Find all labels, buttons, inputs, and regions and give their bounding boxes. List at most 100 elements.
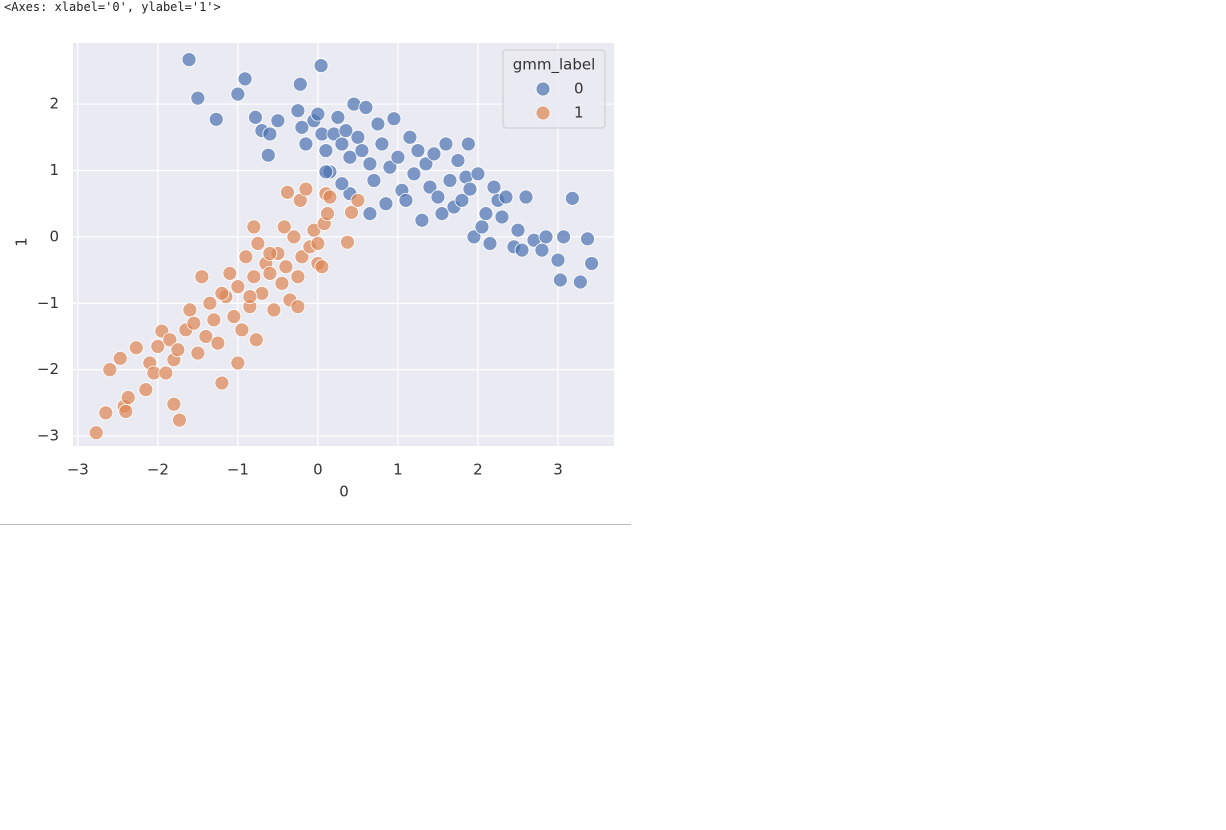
point [572, 274, 588, 290]
point [292, 76, 308, 92]
point [286, 229, 302, 245]
point [202, 295, 218, 311]
point [374, 136, 390, 152]
point [350, 129, 366, 145]
point [334, 176, 350, 192]
x-tick-label: −3 [67, 461, 89, 479]
point [314, 259, 330, 275]
point [556, 229, 571, 245]
point [290, 299, 306, 314]
y-tick-label: −2 [37, 360, 59, 378]
point [186, 315, 202, 331]
point [112, 350, 128, 366]
point [320, 206, 335, 222]
point [390, 149, 406, 165]
point [238, 249, 254, 265]
point [550, 252, 566, 268]
point [276, 219, 292, 235]
point [362, 206, 378, 222]
point [98, 405, 114, 421]
point [430, 189, 446, 205]
point [478, 206, 494, 222]
point [294, 249, 310, 265]
x-tick-label: −1 [227, 461, 249, 479]
point [118, 404, 134, 419]
point [294, 119, 310, 135]
point [214, 285, 230, 301]
point [248, 332, 264, 348]
point [406, 166, 422, 182]
point [434, 206, 450, 222]
point [470, 166, 486, 182]
point [172, 412, 187, 428]
point [398, 192, 414, 208]
legend-title: gmm_label [513, 56, 596, 75]
point [370, 116, 386, 132]
y-tick-label: −1 [37, 294, 59, 312]
point [280, 184, 295, 200]
point [306, 222, 322, 238]
point [342, 149, 358, 165]
point [222, 265, 238, 281]
point [182, 302, 198, 318]
x-tick-label: 1 [393, 461, 403, 479]
point [318, 143, 334, 158]
point [210, 335, 226, 351]
point [362, 156, 378, 172]
point [274, 275, 290, 291]
point [378, 196, 394, 212]
point [340, 234, 355, 250]
legend-label: 0 [574, 80, 584, 98]
point [386, 111, 402, 127]
point [482, 236, 498, 251]
point [237, 71, 253, 87]
point [534, 242, 550, 258]
point [310, 106, 326, 122]
x-tick-label: 0 [313, 461, 323, 479]
point [382, 159, 398, 175]
point [234, 322, 250, 338]
point [230, 279, 246, 295]
point [494, 209, 510, 225]
point [128, 340, 144, 356]
point [454, 192, 470, 208]
point [414, 212, 430, 228]
point [226, 309, 242, 324]
point [246, 219, 262, 235]
point [422, 179, 438, 195]
point [242, 289, 258, 305]
point [366, 173, 382, 188]
point [354, 143, 370, 158]
point [518, 189, 534, 205]
point [350, 192, 366, 208]
point [298, 181, 314, 197]
point [498, 189, 514, 205]
x-tick-label: 2 [473, 461, 483, 479]
point [260, 147, 276, 163]
point [538, 229, 554, 245]
point [552, 272, 568, 288]
point [313, 58, 329, 73]
point [486, 179, 502, 195]
point [450, 153, 466, 168]
point [198, 329, 214, 344]
point [344, 204, 359, 220]
point [166, 396, 182, 412]
point [262, 126, 278, 142]
point [88, 425, 104, 441]
point [338, 123, 354, 139]
point [246, 269, 262, 285]
point [584, 256, 599, 271]
point [510, 222, 526, 238]
point [102, 362, 118, 378]
legend-marker [535, 105, 551, 121]
point [310, 236, 326, 251]
y-tick-label: −3 [37, 427, 59, 445]
point [290, 269, 306, 285]
point [250, 236, 266, 251]
point [410, 143, 426, 158]
point [262, 246, 278, 261]
point [230, 86, 246, 102]
point [298, 136, 314, 152]
